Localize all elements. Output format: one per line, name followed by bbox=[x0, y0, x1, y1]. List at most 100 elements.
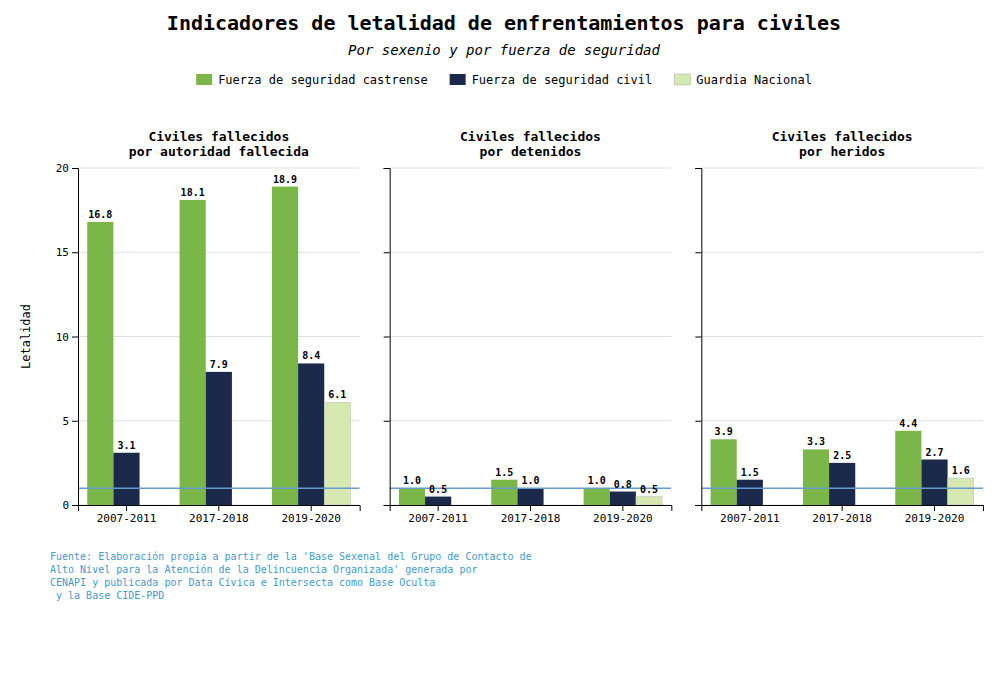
y-tick bbox=[384, 168, 390, 169]
tick-mark bbox=[842, 505, 843, 511]
data-label: 18.9 bbox=[273, 174, 297, 185]
data-label: 0.5 bbox=[640, 484, 658, 495]
bar bbox=[324, 402, 350, 505]
bar bbox=[399, 488, 425, 505]
bar bbox=[636, 497, 662, 505]
data-label: 1.5 bbox=[495, 467, 513, 478]
legend-label: Fuerza de seguridad civil bbox=[472, 73, 653, 87]
y-tick bbox=[384, 505, 390, 506]
y-tick-label: 0 bbox=[62, 499, 69, 512]
panel-title-line: por autoridad fallecida bbox=[129, 144, 309, 159]
footnote-line: CENAPI y publicada por Data Cívica e Int… bbox=[50, 577, 435, 588]
footnote: Fuente: Elaboración propia a partir de l… bbox=[50, 551, 532, 601]
x-tick-label: 2019-2020 bbox=[905, 512, 965, 525]
title: Indicadores de letalidad de enfrentamien… bbox=[167, 11, 841, 35]
bar bbox=[829, 463, 855, 505]
bar bbox=[584, 488, 610, 505]
tick-mark bbox=[72, 421, 78, 422]
y-tick bbox=[695, 337, 701, 338]
y-tick bbox=[384, 252, 390, 253]
tick-mark bbox=[126, 505, 127, 511]
tick-mark bbox=[695, 168, 701, 169]
panel-title-line: Civiles fallecidos bbox=[460, 129, 601, 144]
y-tick-label: 10 bbox=[56, 331, 69, 344]
x-tick-label: 2019-2020 bbox=[281, 512, 341, 525]
legend-item: Fuerza de seguridad civil bbox=[450, 73, 653, 87]
bar bbox=[206, 372, 232, 505]
tick-mark bbox=[218, 505, 219, 511]
plot-area bbox=[701, 431, 983, 505]
bar bbox=[491, 480, 517, 505]
y-axis: 05101520 bbox=[56, 162, 79, 512]
tick-mark bbox=[72, 168, 78, 169]
x-axis: 2007-2011 2017-2018 2019-2020 bbox=[79, 505, 361, 525]
y-tick: 15 bbox=[56, 246, 78, 259]
data-label: 3.3 bbox=[807, 436, 825, 447]
x-tick: 2019-2020 bbox=[281, 505, 341, 525]
bar bbox=[298, 363, 324, 505]
panel-title-line: por heridos bbox=[799, 144, 885, 159]
tick-mark bbox=[311, 505, 312, 511]
tick-mark bbox=[384, 337, 390, 338]
data-label: 18.1 bbox=[181, 187, 205, 198]
x-tick: 2007-2011 bbox=[408, 505, 468, 525]
bar bbox=[948, 478, 974, 505]
tick-mark bbox=[72, 252, 78, 253]
x-tick: 2019-2020 bbox=[905, 505, 965, 525]
grid-line bbox=[390, 420, 672, 421]
data-labels: 3.93.34.41.52.52.71.6 bbox=[715, 418, 970, 478]
x-tick: 2017-2018 bbox=[189, 505, 249, 525]
tick-mark bbox=[438, 505, 439, 511]
data-label: 6.1 bbox=[328, 389, 346, 400]
x-tick-label: 2019-2020 bbox=[593, 512, 653, 525]
reference-line bbox=[78, 487, 360, 489]
data-label: 7.9 bbox=[210, 359, 228, 370]
tick-mark bbox=[384, 421, 390, 422]
reference-line bbox=[701, 487, 983, 489]
data-label: 1.0 bbox=[588, 475, 606, 486]
y-tick-label: 5 bbox=[62, 415, 69, 428]
grid-line bbox=[78, 168, 360, 169]
y-tick bbox=[695, 252, 701, 253]
data-label: 2.7 bbox=[925, 447, 943, 458]
y-tick bbox=[695, 505, 701, 506]
tick-mark bbox=[530, 505, 531, 511]
y-axis bbox=[384, 169, 391, 506]
grid bbox=[390, 168, 672, 505]
tick-mark bbox=[72, 337, 78, 338]
legend-item: Guardia Nacional bbox=[674, 73, 812, 87]
data-labels: 16.818.118.93.17.98.46.1 bbox=[88, 174, 346, 451]
tick-mark bbox=[695, 337, 701, 338]
bar bbox=[272, 187, 298, 505]
plot-area bbox=[78, 187, 360, 505]
grid-line bbox=[390, 252, 672, 253]
chart-svg: Indicadores de letalidad de enfrentamien… bbox=[0, 0, 1008, 685]
tick-mark bbox=[934, 505, 935, 511]
y-axis bbox=[695, 169, 702, 506]
data-label: 3.1 bbox=[117, 440, 135, 451]
data-label: 0.5 bbox=[429, 484, 447, 495]
bar bbox=[425, 497, 451, 505]
legend-label: Fuerza de seguridad castrense bbox=[218, 73, 428, 87]
bar bbox=[180, 200, 206, 505]
tick-mark bbox=[384, 252, 390, 253]
tick-mark bbox=[384, 505, 390, 506]
x-tick-label: 2007-2011 bbox=[97, 512, 157, 525]
axis-line bbox=[79, 506, 361, 512]
x-tick: 2017-2018 bbox=[812, 505, 872, 525]
x-tick: 2019-2020 bbox=[593, 505, 653, 525]
y-tick bbox=[695, 421, 701, 422]
tick-mark bbox=[695, 421, 701, 422]
grid-line bbox=[701, 252, 983, 253]
x-tick: 2007-2011 bbox=[97, 505, 157, 525]
data-label: 2.5 bbox=[833, 450, 851, 461]
grid bbox=[78, 168, 360, 505]
grid-line bbox=[78, 336, 360, 337]
data-label: 1.5 bbox=[741, 467, 759, 478]
grid-line bbox=[390, 336, 672, 337]
panel-title-line: por detenidos bbox=[480, 144, 582, 159]
x-tick-label: 2017-2018 bbox=[812, 512, 872, 525]
panel: 2007-20112017-20182019-2020Civiles falle… bbox=[384, 129, 672, 525]
x-tick-label: 2017-2018 bbox=[189, 512, 249, 525]
x-tick-label: 2007-2011 bbox=[720, 512, 780, 525]
